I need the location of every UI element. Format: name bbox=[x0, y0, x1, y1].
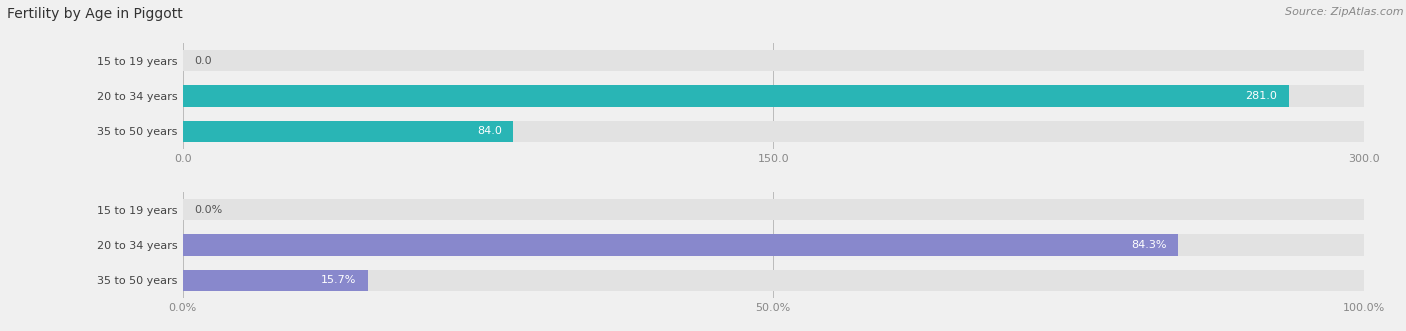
Bar bbox=[183, 270, 1364, 291]
Text: 84.0: 84.0 bbox=[477, 126, 502, 136]
Bar bbox=[183, 85, 1289, 107]
Text: Fertility by Age in Piggott: Fertility by Age in Piggott bbox=[7, 7, 183, 21]
Bar bbox=[183, 270, 368, 291]
Bar bbox=[183, 121, 513, 142]
Bar bbox=[183, 199, 1364, 220]
Text: 0.0: 0.0 bbox=[194, 56, 212, 66]
Text: 0.0%: 0.0% bbox=[194, 205, 222, 214]
Text: Source: ZipAtlas.com: Source: ZipAtlas.com bbox=[1285, 7, 1403, 17]
Bar bbox=[183, 234, 1364, 256]
Bar bbox=[183, 85, 1364, 107]
Text: 15.7%: 15.7% bbox=[321, 275, 356, 285]
Bar bbox=[183, 234, 1178, 256]
Text: 281.0: 281.0 bbox=[1246, 91, 1277, 101]
Bar bbox=[183, 121, 1364, 142]
Text: 84.3%: 84.3% bbox=[1130, 240, 1167, 250]
Bar bbox=[183, 50, 1364, 71]
